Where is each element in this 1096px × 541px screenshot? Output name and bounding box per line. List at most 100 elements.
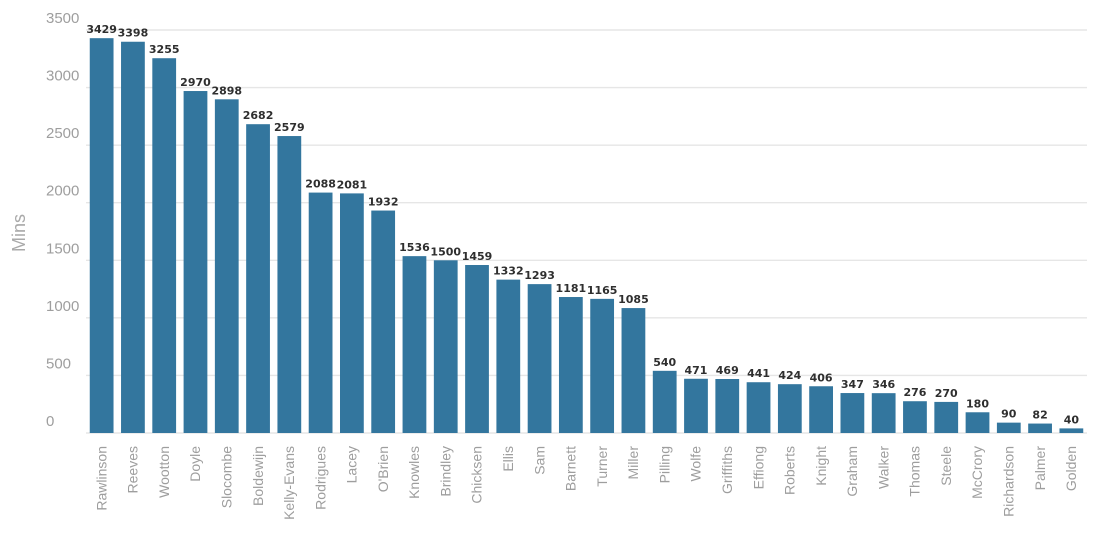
bar-value-label: 1459: [462, 250, 493, 263]
bar: [652, 370, 677, 433]
bar: [996, 422, 1021, 433]
x-tick-label: Ellis: [500, 446, 516, 472]
bar-value-label: 406: [810, 371, 833, 384]
bar-value-label: 441: [747, 367, 770, 380]
x-tick-label: Miller: [625, 446, 641, 480]
x-tick-label: Pilling: [656, 446, 672, 483]
y-tick-label: 0: [46, 413, 54, 430]
bar-value-label: 1500: [430, 245, 461, 258]
x-tick-label: Barnett: [563, 446, 579, 491]
bar-value-label: 2898: [211, 84, 242, 97]
x-tick-label: Rodrigues: [312, 446, 328, 510]
bar: [746, 382, 771, 433]
bar-value-label: 2088: [305, 178, 336, 191]
bar: [1028, 423, 1052, 433]
x-tick-label: Brindley: [437, 446, 453, 497]
bar: [809, 386, 833, 433]
y-tick-label: 1000: [46, 298, 79, 315]
x-tick-label: Boldewijn: [250, 446, 266, 506]
bar: [183, 91, 208, 434]
bar: [402, 256, 427, 433]
y-axis-ticks: 0 500 1000 1500 2000 2500 3000 3500: [46, 10, 79, 430]
bar-value-label: 1293: [524, 269, 555, 282]
bar: [684, 378, 708, 433]
bar-value-label: 82: [1032, 409, 1047, 422]
x-tick-label: Chicksen: [469, 446, 485, 504]
x-tick-label: Turner: [594, 446, 610, 487]
y-tick-label: 2500: [46, 125, 79, 142]
bar-value-label: 347: [841, 378, 864, 391]
bar: [558, 297, 583, 433]
bar-value-label: 540: [653, 356, 676, 369]
bar: [871, 393, 896, 433]
x-tick-label: Doyle: [187, 446, 203, 482]
bar: [934, 401, 959, 433]
bar: [214, 99, 239, 433]
x-tick-label: Sam: [531, 446, 547, 475]
bar: [527, 284, 552, 433]
bar-value-label: 2081: [337, 178, 368, 191]
bar-value-label: 1536: [399, 241, 430, 254]
bar-value-label: 2970: [180, 76, 211, 89]
bar-value-label: 1165: [587, 284, 618, 297]
bar-value-label: 40: [1064, 413, 1080, 426]
bar-value-label: 1085: [618, 293, 649, 306]
bars: [89, 38, 1084, 434]
x-tick-label: Slocombe: [218, 446, 234, 508]
y-tick-label: 3500: [46, 10, 79, 27]
bar-value-label: 90: [1001, 408, 1017, 421]
x-tick-label: McCrory: [969, 446, 985, 499]
bar: [277, 136, 302, 433]
bar: [246, 124, 270, 433]
bar: [965, 412, 990, 433]
bar-value-label: 3398: [118, 27, 149, 40]
bar: [1059, 428, 1084, 433]
bar-value-label: 346: [872, 378, 895, 391]
bar: [152, 58, 177, 434]
bar: [496, 279, 521, 433]
x-tick-label: Roberts: [782, 446, 798, 495]
x-tick-label: O'Brien: [375, 446, 391, 492]
bar: [433, 260, 458, 433]
bar-value-label: 469: [716, 364, 739, 377]
bar-value-label: 3255: [149, 43, 180, 56]
bar-value-label: 276: [903, 386, 926, 399]
x-tick-label: Steele: [938, 446, 954, 486]
bar: [621, 308, 646, 433]
x-tick-label: Reeves: [125, 446, 141, 493]
x-tick-label: Graham: [844, 446, 860, 497]
bar-value-label: 1332: [493, 265, 524, 278]
x-tick-label: Knight: [813, 446, 829, 486]
x-tick-label: Lacey: [344, 446, 360, 483]
x-tick-label: Walker: [875, 446, 891, 489]
x-tick-label: Thomas: [907, 446, 923, 497]
bar: [340, 193, 364, 433]
y-tick-label: 500: [46, 355, 71, 372]
y-tick-label: 3000: [46, 68, 79, 85]
y-tick-label: 1500: [46, 240, 79, 257]
bar: [715, 378, 740, 433]
bar-value-label: 1932: [368, 196, 399, 209]
x-tick-label: Wolfe: [688, 446, 704, 482]
bar-value-label: 2579: [274, 121, 305, 134]
bar: [89, 38, 114, 434]
x-tick-label: Griffiths: [719, 446, 735, 494]
bar-value-label: 3429: [86, 23, 117, 36]
bar: [777, 384, 802, 433]
x-tick-label: Palmer: [1032, 446, 1048, 491]
bar: [465, 265, 489, 433]
bar-value-label: 270: [935, 387, 958, 400]
x-tick-label: Knowles: [406, 446, 422, 499]
y-tick-label: 2000: [46, 183, 79, 200]
bar-value-label: 471: [685, 364, 708, 377]
bar-value-label: 2682: [243, 109, 274, 122]
bar: [371, 210, 396, 433]
bar: [903, 401, 927, 433]
bar-value-label: 424: [778, 369, 801, 382]
bar: [121, 41, 145, 434]
bar: [840, 393, 865, 433]
x-tick-label: Wootton: [156, 446, 172, 498]
bar: [308, 192, 333, 433]
